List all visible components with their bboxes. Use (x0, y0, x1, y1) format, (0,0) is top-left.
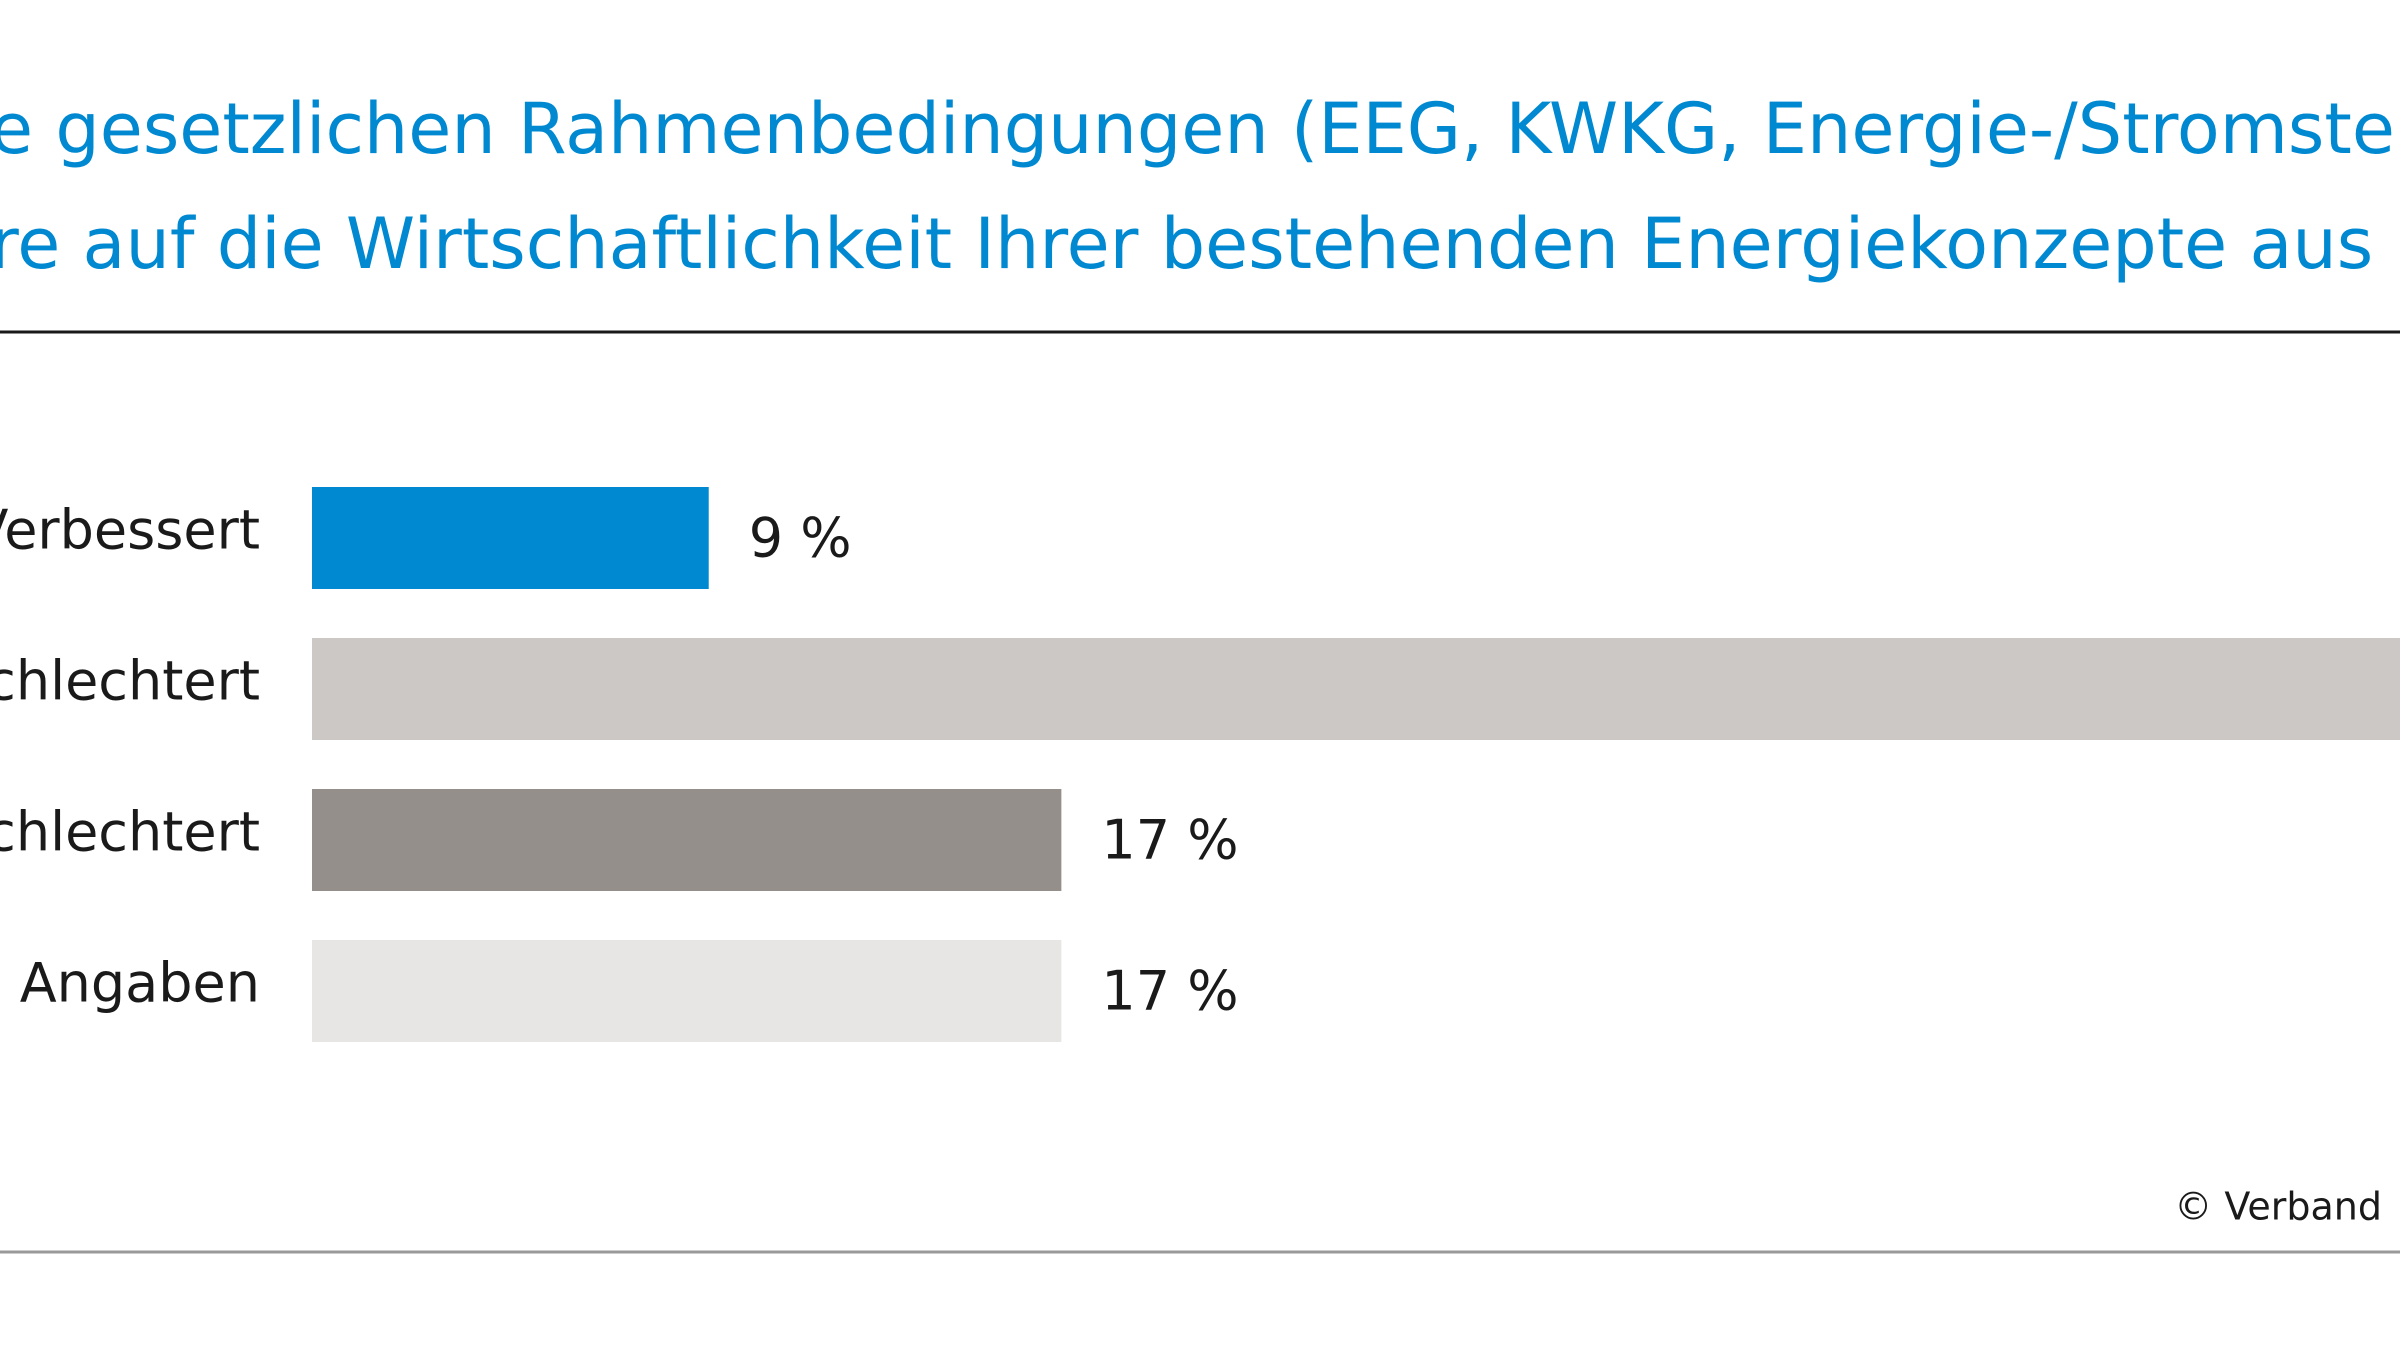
bar (312, 487, 709, 589)
chart-title: re auf die Wirtschaftlichkeit Ihrer best… (0, 203, 2373, 285)
value-label: 9 % (749, 507, 852, 570)
source: © Verband (2174, 1185, 2382, 1229)
value-label: 17 % (1101, 809, 1238, 872)
category-label: chlechtert (0, 801, 260, 864)
category-label: Verbessert (0, 499, 260, 562)
chart-title: e gesetzlichen Rahmenbedingungen (EEG, K… (0, 88, 2395, 170)
value-label: 17 % (1101, 960, 1238, 1023)
bar (312, 638, 2400, 740)
category-label: Angaben (20, 952, 260, 1015)
bar (312, 940, 1062, 1042)
category-label: chlechtert (0, 650, 260, 713)
bar (312, 789, 1062, 891)
